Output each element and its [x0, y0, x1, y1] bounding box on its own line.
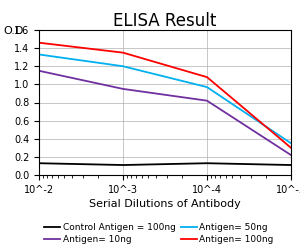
X-axis label: Serial Dilutions of Antibody: Serial Dilutions of Antibody [89, 199, 241, 209]
Legend: Control Antigen = 100ng, Antigen= 10ng, Antigen= 50ng, Antigen= 100ng: Control Antigen = 100ng, Antigen= 10ng, … [42, 221, 276, 246]
Text: O.D.: O.D. [3, 26, 27, 36]
Title: ELISA Result: ELISA Result [113, 12, 217, 30]
